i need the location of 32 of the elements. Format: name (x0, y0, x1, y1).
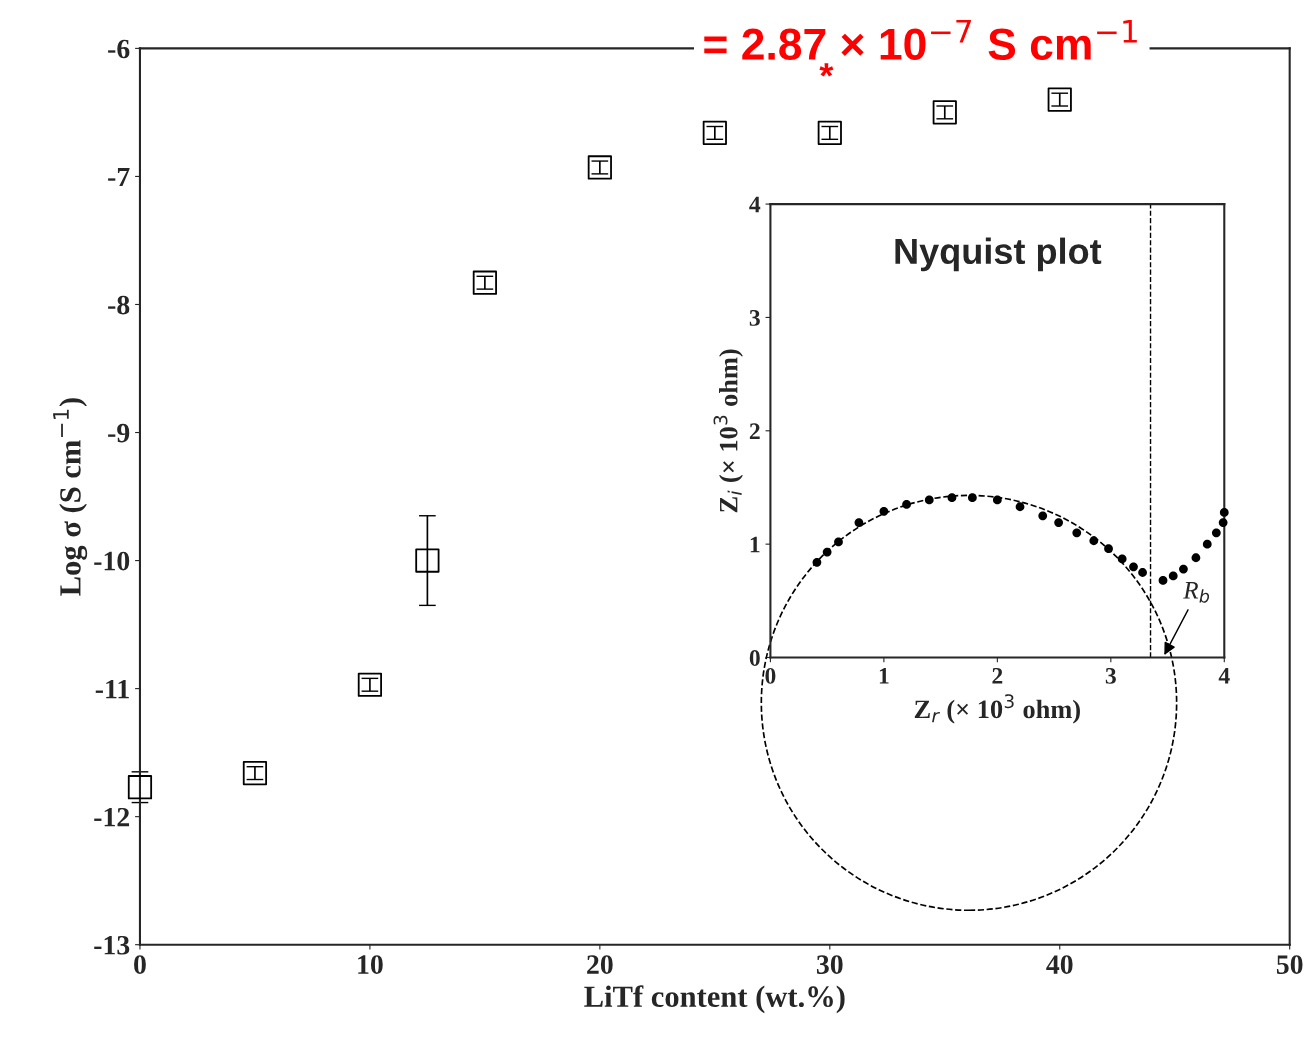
y-axis-title: Log σ (S cm$^{−1}$) (53, 398, 88, 596)
y-tick-label: -6 (108, 39, 130, 59)
y-tick-label: 4 (749, 196, 761, 213)
annotation: R$_{b}$ (1183, 582, 1210, 603)
x-tick-label: 30 (816, 955, 843, 974)
y-tick-label: -10 (94, 551, 130, 571)
x-tick-label: 1 (879, 668, 889, 684)
y-axis-title: Z$_{i}$ (× 10$^{3}$ ohm) (713, 349, 743, 513)
x-tick-label: 0 (134, 955, 146, 974)
y-tick-label: -13 (94, 935, 130, 955)
y-tick-label: -11 (95, 679, 129, 699)
x-tick-label: 50 (1276, 955, 1303, 974)
x-tick-label: 4 (1218, 668, 1230, 684)
x-tick-label: 3 (1105, 667, 1116, 684)
x-tick-label: 10 (358, 955, 383, 974)
y-tick-label: -7 (108, 167, 130, 187)
x-tick-label: 40 (1046, 955, 1073, 974)
y-tick-label: 2 (749, 423, 760, 439)
x-axis-title: LiTf content (wt.%) (584, 985, 845, 1014)
annotation: = 2.87 × 10$^{−7}$ S cm$^{−1}$ (704, 19, 1137, 61)
y-tick-label: -9 (108, 423, 130, 443)
y-tick-label: -12 (94, 807, 130, 827)
text: Nyquist plot (895, 237, 1102, 272)
annotation: * (819, 63, 834, 77)
x-axis-title: Z$_{r}$ (× 10$^{3}$ ohm) (914, 694, 1080, 724)
x-tick-label: 0 (765, 667, 776, 684)
y-tick-label: -8 (108, 295, 130, 315)
x-tick-label: 2 (992, 667, 1003, 684)
y-tick-label: 0 (749, 649, 760, 666)
y-tick-label: 1 (750, 536, 760, 553)
x-tick-label: 20 (587, 955, 613, 974)
y-tick-label: 3 (749, 310, 760, 326)
